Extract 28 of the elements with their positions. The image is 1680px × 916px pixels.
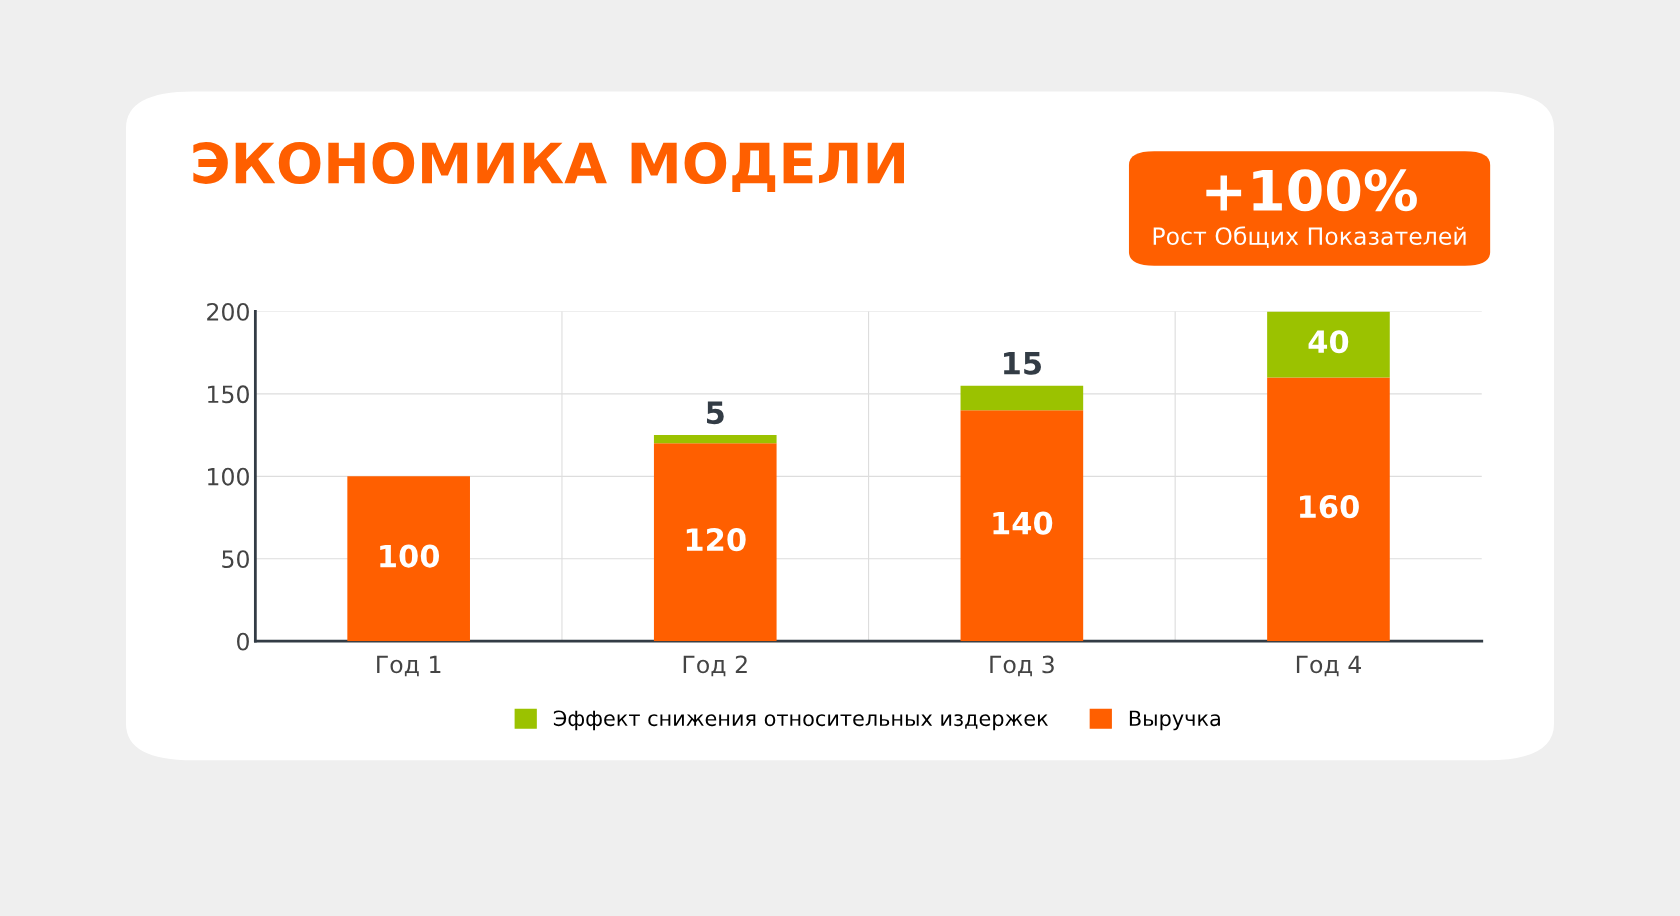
bar	[1267, 377, 1390, 642]
bar	[1267, 311, 1390, 378]
data-label: 160	[1300, 495, 1359, 519]
bar	[960, 385, 1084, 411]
y-tick-label: 50	[222, 550, 249, 569]
y-tick-label: 200	[207, 302, 249, 321]
data-label: 140	[993, 511, 1053, 535]
legend-label: Выручка	[1129, 710, 1220, 731]
x-tick-label: Год 4	[1296, 655, 1361, 677]
data-label: 40	[1308, 330, 1349, 354]
data-label: 15	[1004, 352, 1041, 375]
legend-label: Эффект снижения относительных издержек	[553, 710, 1048, 731]
y-tick-label: 0	[237, 632, 249, 651]
x-tick-label: Год 3	[990, 655, 1054, 677]
y-tick-label: 100	[208, 467, 249, 486]
data-label: 120	[686, 528, 746, 552]
bar	[653, 443, 777, 642]
data-label: 100	[380, 544, 440, 568]
data-label: 5	[706, 401, 724, 425]
text: +100%	[1206, 169, 1417, 212]
x-tick-label: Год 2	[683, 655, 747, 677]
bar	[347, 476, 470, 642]
bar	[960, 410, 1084, 642]
chart-title: ЭКОНОМИКА МОДЕЛИ	[193, 141, 904, 192]
text: Рост Общих Показателей	[1153, 226, 1466, 248]
y-tick-label: 150	[208, 385, 249, 404]
x-tick-label: Год 1	[377, 655, 441, 677]
bar	[653, 435, 777, 444]
